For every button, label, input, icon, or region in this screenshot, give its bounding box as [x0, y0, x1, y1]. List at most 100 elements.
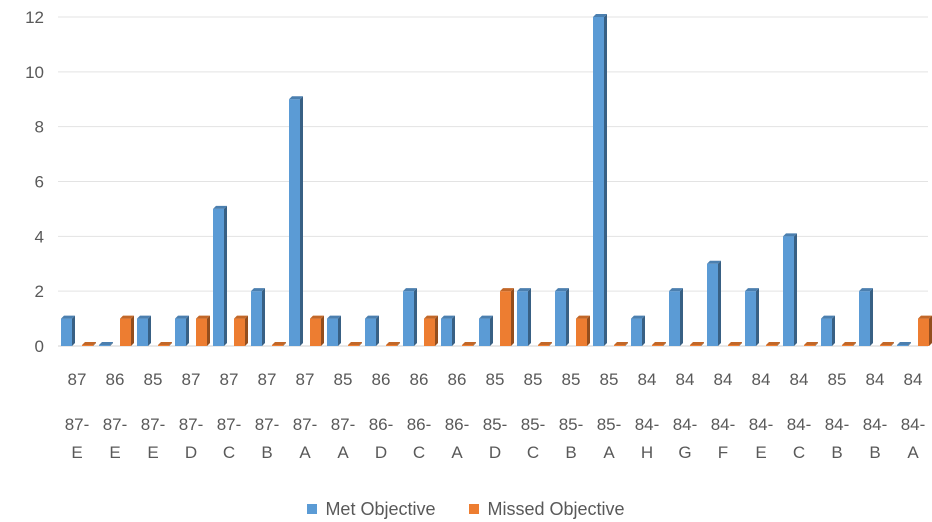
x-label-inner-bottom: C	[793, 443, 805, 462]
y-tick-label: 10	[25, 63, 44, 82]
x-label-inner-top: 87-	[141, 415, 166, 434]
x-label-inner-bottom: E	[109, 443, 120, 462]
bar-met	[99, 342, 113, 346]
x-label-inner-bottom: H	[641, 443, 653, 462]
bar-met	[555, 288, 569, 346]
bar-met	[593, 14, 607, 346]
bar-missed	[234, 315, 248, 346]
bar-met	[517, 288, 531, 346]
x-label-inner-bottom: B	[261, 443, 272, 462]
x-label-inner-bottom: D	[489, 443, 501, 462]
x-label-outer: 85	[562, 370, 581, 389]
bar-missed	[842, 342, 856, 346]
y-axis-tick-labels: 0 2 4 6 8 10 12	[25, 8, 44, 356]
x-label-inner-top: 87-	[293, 415, 318, 434]
x-label-inner-bottom: F	[718, 443, 728, 462]
bar-missed	[424, 315, 438, 346]
x-label-inner-bottom: E	[71, 443, 82, 462]
y-tick-label: 6	[35, 173, 44, 192]
bar-met	[897, 342, 911, 346]
bar-met	[821, 315, 835, 346]
bar-met	[213, 205, 227, 346]
bar-met	[327, 315, 341, 346]
legend-swatch-met	[307, 504, 318, 514]
x-label-inner-bottom: C	[527, 443, 539, 462]
x-label-inner-top: 86-	[369, 415, 394, 434]
x-label-inner-top: 86-	[445, 415, 470, 434]
y-tick-label: 12	[25, 8, 44, 27]
x-label-inner-top: 85-	[483, 415, 508, 434]
x-label-outer: 85	[828, 370, 847, 389]
bar-met	[859, 288, 873, 346]
bar-met	[289, 96, 303, 346]
x-label-inner-bottom: A	[299, 443, 311, 462]
bar-met	[175, 315, 189, 346]
x-label-inner-top: 84-	[825, 415, 850, 434]
bar-met	[137, 315, 151, 346]
bar-missed	[120, 315, 134, 346]
bar-missed	[652, 342, 666, 346]
x-label-inner-bottom: D	[375, 443, 387, 462]
bar-missed	[614, 342, 628, 346]
x-label-outer: 85	[600, 370, 619, 389]
bar-missed	[728, 342, 742, 346]
bar-met	[365, 315, 379, 346]
bar-missed	[386, 342, 400, 346]
x-label-inner-top: 87-	[255, 415, 280, 434]
bar-missed	[690, 342, 704, 346]
x-label-outer: 87	[220, 370, 239, 389]
y-tick-label: 2	[35, 282, 44, 301]
x-label-inner-bottom: A	[603, 443, 615, 462]
legend-item-met[interactable]: Met Objective	[307, 499, 435, 520]
x-label-inner-bottom: G	[678, 443, 691, 462]
x-label-outer: 86	[106, 370, 125, 389]
legend-label-met: Met Objective	[325, 498, 436, 519]
bar-met	[669, 288, 683, 346]
x-label-inner-top: 84-	[901, 415, 926, 434]
legend-item-missed[interactable]: Missed Objective	[469, 498, 625, 520]
x-label-inner-top: 87-	[103, 415, 128, 434]
x-label-outer: 85	[144, 370, 163, 389]
x-label-inner-bottom: A	[337, 443, 349, 462]
x-label-inner-top: 84-	[711, 415, 736, 434]
x-label-outer: 84	[638, 370, 657, 389]
x-label-inner-bottom: E	[147, 443, 158, 462]
bar-met	[251, 288, 265, 346]
bar-missed	[310, 315, 324, 346]
x-label-inner-top: 84-	[635, 415, 660, 434]
bar-met	[707, 260, 721, 346]
bar-met	[403, 288, 417, 346]
x-label-inner-top: 87-	[331, 415, 356, 434]
x-label-outer: 86	[410, 370, 429, 389]
bar-met	[61, 315, 75, 346]
x-label-outer: 84	[866, 370, 885, 389]
x-axis-category-labels: 87 87- E 86 87- E 85 87- E 87 87- D 87 87- C 87 87- B 87 87…	[65, 370, 926, 462]
bar-missed	[538, 342, 552, 346]
bar-missed	[880, 342, 894, 346]
x-label-outer: 87	[258, 370, 277, 389]
x-label-inner-top: 87-	[65, 415, 90, 434]
x-label-outer: 84	[790, 370, 809, 389]
bar-met	[783, 233, 797, 346]
bar-missed	[82, 342, 96, 346]
bar-missed	[158, 342, 172, 346]
x-label-outer: 85	[486, 370, 505, 389]
x-label-outer: 85	[524, 370, 543, 389]
x-label-inner-top: 86-	[407, 415, 432, 434]
bar-missed	[918, 315, 932, 346]
x-label-inner-top: 85-	[597, 415, 622, 434]
x-label-inner-top: 84-	[749, 415, 774, 434]
x-label-inner-top: 85-	[521, 415, 546, 434]
x-label-inner-bottom: A	[907, 443, 919, 462]
bar-chart: 0 2 4 6 8 10 12 87 87- E 86 87- E 85 87- E 87 87- D 87 87- C…	[25, 8, 932, 462]
legend-label-missed: Missed Objective	[487, 498, 625, 519]
legend-swatch-missed	[469, 504, 480, 514]
bar-met	[745, 288, 759, 346]
bar-missed	[196, 315, 210, 346]
x-label-inner-bottom: B	[831, 443, 842, 462]
bar-missed	[500, 288, 514, 346]
x-label-outer: 84	[752, 370, 771, 389]
legend: Met Objective Missed Objective	[0, 496, 932, 522]
x-label-outer: 85	[334, 370, 353, 389]
x-label-inner-top: 84-	[673, 415, 698, 434]
